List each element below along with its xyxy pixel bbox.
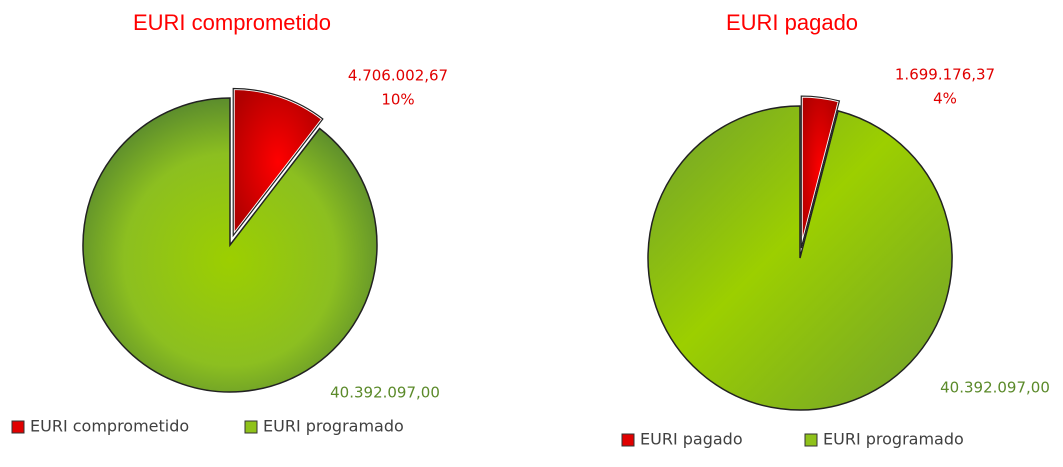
chart-title: EURI pagado <box>726 10 858 35</box>
pie-slice <box>647 105 953 411</box>
slice-outline <box>800 95 841 249</box>
legend-label: EURI programado <box>263 417 404 436</box>
legend-swatch <box>11 420 25 434</box>
legend-label: EURI programado <box>823 430 964 449</box>
percent-label: 4% <box>933 90 957 108</box>
pie-slice <box>82 97 378 393</box>
value-label: 1.699.176,37 <box>895 66 995 84</box>
legend-swatch <box>621 433 635 447</box>
legend-swatch <box>804 433 818 447</box>
value-label: 40.392.097,00 <box>330 384 440 402</box>
legend-label: EURI pagado <box>640 430 743 449</box>
chart-title: EURI comprometido <box>133 10 331 35</box>
legend-label: EURI comprometido <box>30 417 189 436</box>
percent-label: 10% <box>381 91 414 109</box>
legend-swatch <box>244 420 258 434</box>
value-label: 4.706.002,67 <box>348 67 448 85</box>
value-label: 40.392.097,00 <box>940 379 1050 397</box>
slice-outline <box>232 87 324 238</box>
